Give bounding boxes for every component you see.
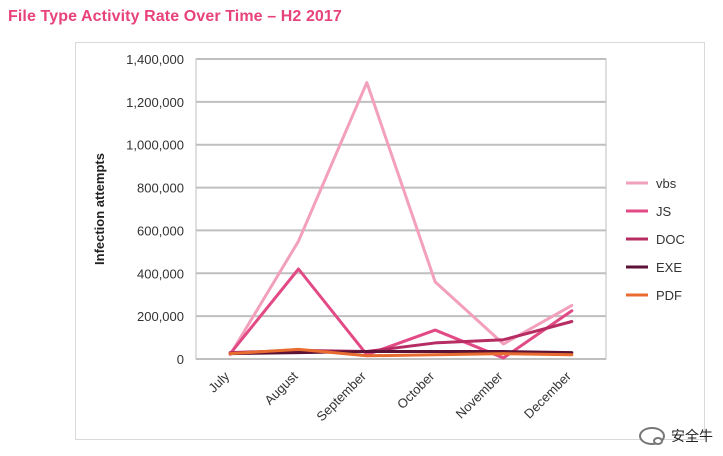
- x-tick-label: November: [453, 368, 506, 421]
- legend-label: DOC: [656, 232, 685, 247]
- y-axis-title: Infection attempts: [92, 153, 107, 265]
- legend-label: PDF: [656, 288, 682, 303]
- y-tick-label: 1,200,000: [126, 95, 184, 110]
- watermark: 安全牛: [639, 426, 713, 446]
- watermark-text: 安全牛: [671, 428, 713, 444]
- y-tick-label: 0: [177, 352, 184, 367]
- plot-area: [195, 58, 607, 360]
- y-tick-label: 200,000: [137, 309, 184, 324]
- series-line-vbs: [228, 81, 574, 357]
- wechat-icon: [639, 427, 665, 445]
- line-chart: 0 200,000 400,000 600,000 800,000 1,000,000 1,…: [92, 52, 685, 424]
- x-tick-label: August: [261, 368, 300, 407]
- chart-frame: 0 200,000 400,000 600,000 800,000 1,000,000 1,…: [75, 42, 705, 440]
- legend-label: JS: [656, 204, 672, 219]
- x-tick-label: December: [521, 368, 574, 421]
- x-tick-label: July: [205, 368, 232, 395]
- series-line-exe: [228, 350, 574, 356]
- series-line-pdf: [228, 347, 574, 358]
- series-line-js: [228, 267, 574, 360]
- y-tick-label: 1,400,000: [126, 52, 184, 67]
- chart-title: File Type Activity Rate Over Time – H2 2…: [8, 8, 342, 25]
- x-tick-label: October: [394, 368, 438, 412]
- legend-label: EXE: [656, 260, 682, 275]
- y-tick-label: 400,000: [137, 266, 184, 281]
- y-tick-label: 600,000: [137, 223, 184, 238]
- x-tick-label: September: [313, 368, 369, 424]
- y-tick-label: 800,000: [137, 181, 184, 196]
- y-tick-label: 1,000,000: [126, 138, 184, 153]
- legend-label: vbs: [656, 176, 677, 191]
